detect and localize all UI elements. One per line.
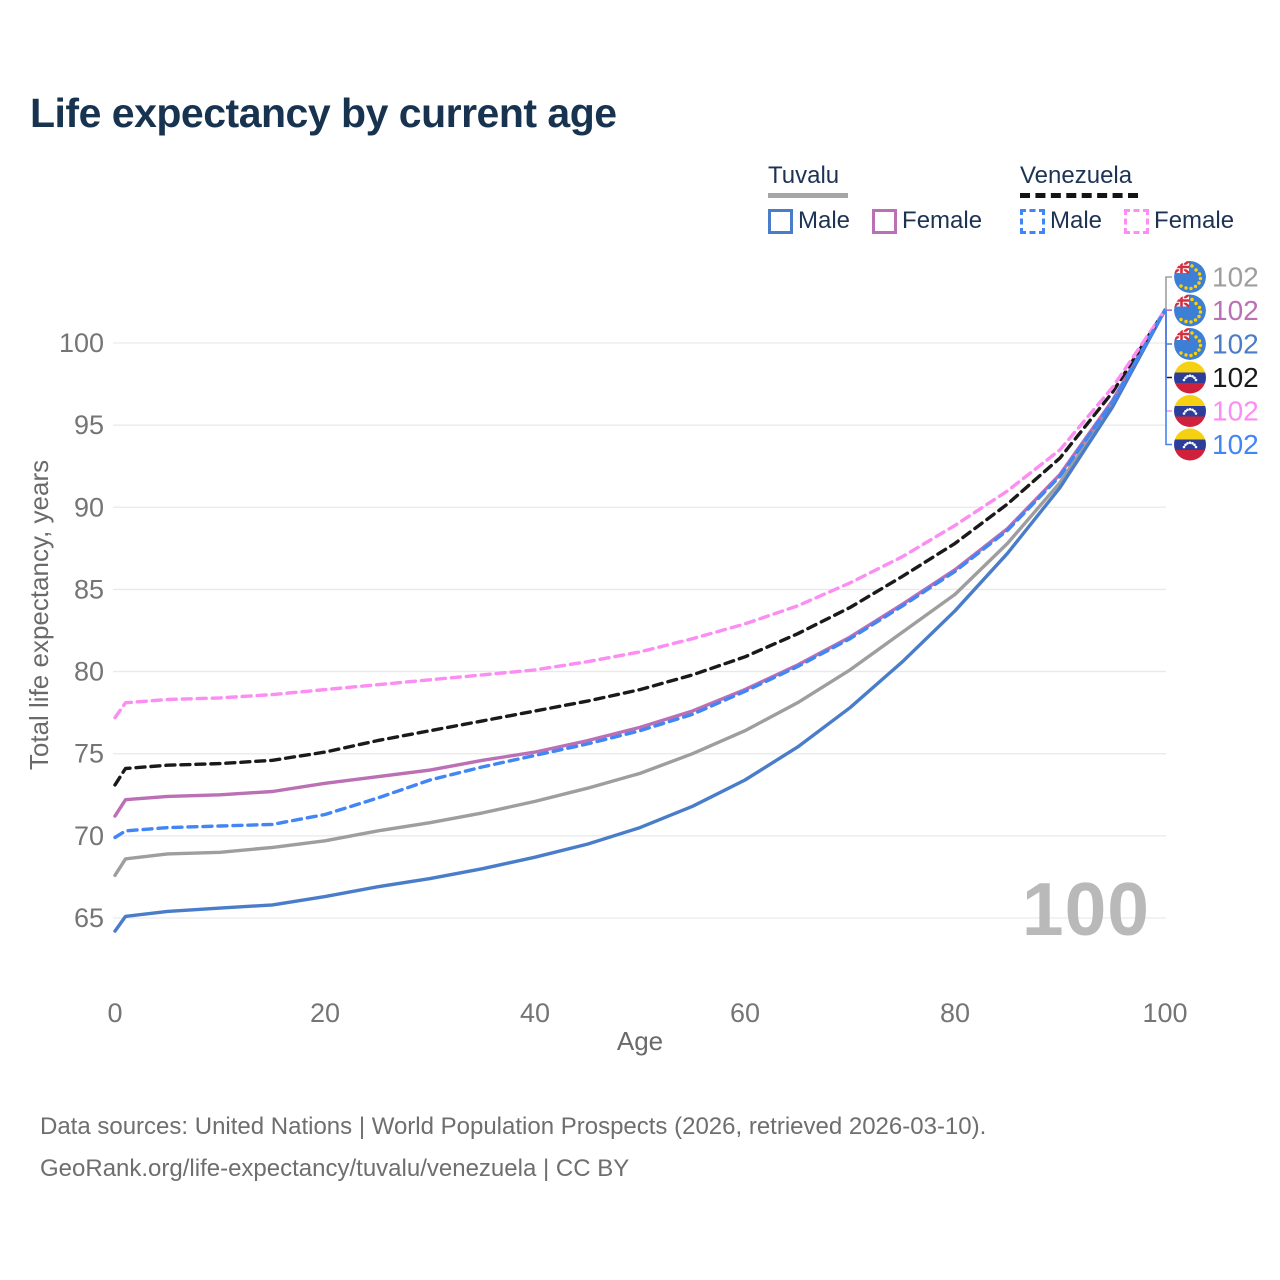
series-line-venezuela-male [113,308,1167,840]
venezuela-male-swatch-icon [1020,208,1045,234]
watermark-age-value: 100 [1021,867,1150,951]
y-tick-label: 75 [74,739,104,769]
legend-group-venezuela: Venezuela Male Female [1020,163,1256,235]
legend-item-tuvalu-female[interactable]: Female [872,207,982,235]
end-label-row [1174,361,1206,394]
y-tick-label: 70 [74,821,104,851]
x-tick-label: 0 [107,998,122,1028]
x-axis-title: Age [617,1026,663,1056]
end-label-connector [1165,310,1172,446]
y-tick-label: 90 [74,492,104,522]
series-line-venezuela-female [113,308,1167,720]
legend-item-tuvalu-male[interactable]: Male [768,207,850,235]
series-line-tuvalu-female [113,308,1167,818]
end-label-connector [1165,310,1172,345]
x-tick-label: 40 [520,998,550,1028]
end-label-row [1174,395,1206,427]
legend-item-venezuela-male[interactable]: Male [1020,207,1102,235]
end-value-label: 102 [1212,396,1259,427]
tuvalu-flag-icon [1174,261,1206,293]
venezuela-flag-icon [1174,361,1206,394]
legend-label: Male [1050,207,1103,234]
y-tick-label: 100 [59,328,104,358]
y-axis-title: Total life expectancy, years [24,460,54,770]
tuvalu-female-swatch-icon [872,208,898,234]
end-label-connector [1165,276,1172,311]
data-sources-line: Data sources: United Nations | World Pop… [40,1113,987,1140]
footer: Data sources: United Nations | World Pop… [40,1106,986,1190]
venezuela-line-style-sample [1020,193,1138,198]
y-tick-label: 80 [74,657,104,687]
page-title: Life expectancy by current age [30,90,617,136]
end-label-row [1174,261,1206,293]
end-value-label: 102 [1212,362,1259,393]
y-tick-label: 95 [74,410,104,440]
series-line-tuvalu-male [113,308,1167,933]
end-label-row [1174,328,1206,360]
tuvalu-flag-icon [1174,294,1206,327]
x-tick-label: 80 [940,998,970,1028]
end-label-connector [1165,310,1172,412]
x-tick-label: 100 [1142,998,1187,1028]
tuvalu-male-swatch-icon [768,208,793,234]
venezuela-female-swatch-icon [1124,208,1150,234]
legend-label: Male [798,207,851,234]
legend-group-venezuela-title: Venezuela [1020,162,1133,189]
tuvalu-line-style-sample [768,193,848,198]
x-tick-label: 60 [730,998,760,1028]
end-label-row [1174,294,1206,327]
legend-group-tuvalu-title: Tuvalu [768,162,840,189]
venezuela-flag-icon [1174,395,1206,427]
tuvalu-flag-icon [1174,328,1206,360]
series-line-venezuela [113,308,1167,787]
end-value-label: 102 [1212,329,1259,360]
attribution-line: GeoRank.org/life-expectancy/tuvalu/venez… [40,1155,630,1182]
end-value-label: 102 [1212,429,1259,460]
y-tick-label: 85 [74,574,104,604]
y-tick-label: 65 [74,903,104,933]
legend-item-venezuela-female[interactable]: Female [1124,207,1234,235]
venezuela-flag-icon [1174,428,1206,461]
end-value-label: 102 [1212,295,1259,326]
legend-group-tuvalu: Tuvalu Male Female [768,163,1004,235]
legend-label: Female [1154,207,1235,234]
end-label-row [1174,428,1206,461]
end-value-label: 102 [1212,262,1259,293]
series-line-tuvalu [113,308,1167,877]
x-tick-label: 20 [310,998,340,1028]
legend-label: Female [902,207,983,234]
